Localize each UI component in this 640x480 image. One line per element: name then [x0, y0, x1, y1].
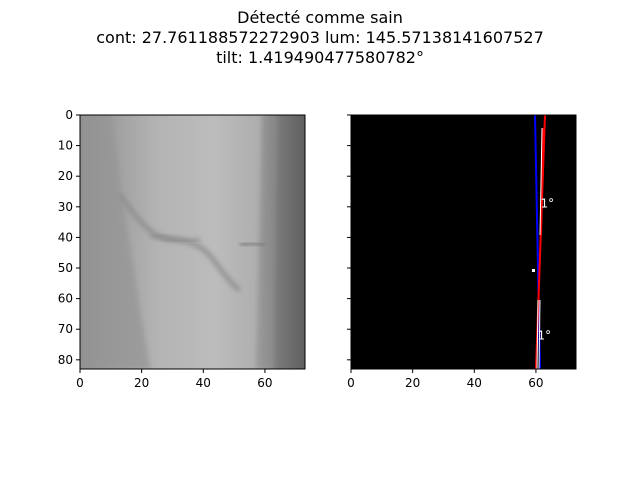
left-ytick-label: 70: [58, 322, 73, 336]
right-xtick-label: 60: [528, 376, 543, 390]
left-ytick-label: 10: [58, 139, 73, 153]
left-ytick-label: 40: [58, 230, 73, 244]
chart-title-line-3: tilt: 1.419490477580782°: [216, 48, 424, 67]
right-xtick-label: 20: [405, 376, 420, 390]
right-xtick-label: 0: [347, 376, 355, 390]
chart-title-line-1: Détecté comme sain: [237, 8, 403, 27]
left-xtick-label: 20: [134, 376, 149, 390]
right-axes: 0 20 40 60: [347, 114, 577, 390]
left-ytick-label: 20: [58, 169, 73, 183]
left-axes: 0 20 40 60 0 10 20 30 40 50 60 70 80: [58, 108, 306, 390]
angle-annotation: 1°: [537, 328, 551, 342]
left-xtick-label: 40: [196, 376, 211, 390]
left-ytick-label: 0: [65, 108, 73, 122]
left-xtick-label: 60: [257, 376, 272, 390]
right-xtick-label: 40: [467, 376, 482, 390]
right-panel-image: [351, 114, 576, 370]
left-ytick-label: 50: [58, 261, 73, 275]
angle-annotation: 1°: [541, 197, 555, 211]
chart-title-line-2: cont: 27.761188572272903 lum: 145.571381…: [96, 28, 544, 47]
left-panel-image: [80, 115, 305, 369]
left-ytick-label: 80: [58, 353, 73, 367]
left-axes-frame: [79, 114, 306, 370]
left-ytick-label: 30: [58, 200, 73, 214]
right-annotations: 1° 1°: [537, 197, 554, 343]
left-ytick-label: 60: [58, 292, 73, 306]
right-axes-frame: [350, 114, 577, 370]
left-xtick-label: 0: [76, 376, 84, 390]
